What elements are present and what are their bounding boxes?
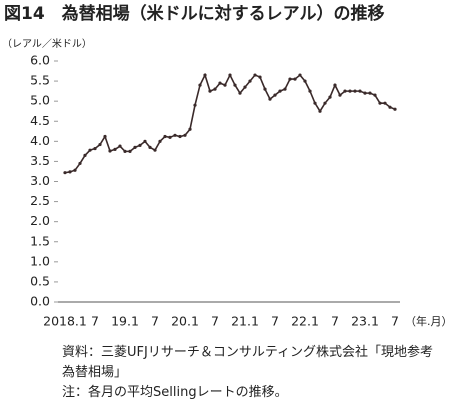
point xyxy=(183,133,187,137)
point xyxy=(273,93,277,97)
point xyxy=(143,139,147,143)
y-tick-label: 1.5 xyxy=(30,233,50,248)
y-tick-label: 4.0 xyxy=(30,133,50,148)
point xyxy=(303,79,307,83)
x-tick-label: 7 xyxy=(331,314,339,329)
point xyxy=(238,91,242,95)
x-axis-label: （年.月） xyxy=(405,314,450,328)
point xyxy=(268,97,272,101)
point xyxy=(98,142,102,147)
point xyxy=(328,95,332,99)
point xyxy=(78,161,82,166)
x-tick-label: 19.1 xyxy=(111,314,139,329)
x-tick-label: 22.1 xyxy=(291,314,319,329)
point xyxy=(223,83,227,87)
y-tick-label: 5.0 xyxy=(30,93,50,108)
point xyxy=(288,77,292,81)
point xyxy=(118,144,122,148)
y-tick-label: 2.5 xyxy=(30,193,50,208)
point xyxy=(228,73,232,77)
point xyxy=(293,77,297,81)
source: 資料：三菱UFJリサーチ＆コンサルティング株式会社「現地参考為替相場」 xyxy=(62,345,434,380)
y-tick-label: 0.0 xyxy=(30,294,50,309)
y-tick-label: 1.0 xyxy=(30,253,50,268)
point xyxy=(218,81,222,85)
point xyxy=(198,83,202,87)
y-axis-label: （レアル／米ドル） xyxy=(2,37,92,50)
y-tick-label: 3.0 xyxy=(30,173,50,188)
point xyxy=(213,87,217,91)
y-tick-label: 6.0 xyxy=(30,53,50,68)
point xyxy=(318,109,322,113)
point xyxy=(243,85,247,89)
point xyxy=(298,73,302,77)
point xyxy=(128,149,132,153)
point xyxy=(93,146,97,151)
x-tick-label: 23.1 xyxy=(351,314,379,329)
x-tick-label: 21.1 xyxy=(231,314,259,329)
point xyxy=(188,127,192,131)
point xyxy=(323,101,327,105)
point xyxy=(158,139,162,143)
point xyxy=(278,89,282,93)
point xyxy=(348,89,352,93)
point xyxy=(68,170,72,174)
point xyxy=(153,148,157,152)
point xyxy=(263,87,267,91)
point xyxy=(103,134,107,139)
point xyxy=(333,83,337,87)
point xyxy=(378,101,382,105)
chart-title: 図14 為替相場（米ドルに対するレアル）の推移 xyxy=(4,3,385,24)
y-tick-label: 4.5 xyxy=(30,113,50,128)
y-tick-label: 2.0 xyxy=(30,213,50,228)
point xyxy=(383,101,387,105)
x-tick-label: 7 xyxy=(91,314,99,329)
point xyxy=(73,168,77,172)
point xyxy=(173,133,177,137)
point xyxy=(168,135,172,139)
x-tick-label: 7 xyxy=(271,314,279,329)
x-tick-label: 7 xyxy=(151,314,159,329)
point xyxy=(248,79,252,83)
point xyxy=(123,149,127,153)
point xyxy=(178,134,182,139)
point xyxy=(373,93,377,97)
point xyxy=(193,103,197,107)
x-tick-label: 2018.1 xyxy=(43,314,87,329)
point xyxy=(338,93,342,97)
x-tick-label: 7 xyxy=(391,314,399,329)
point xyxy=(88,148,92,152)
point xyxy=(353,89,357,93)
point xyxy=(203,73,207,77)
point xyxy=(233,83,237,87)
point xyxy=(138,143,142,147)
point xyxy=(133,145,137,149)
point xyxy=(83,153,87,157)
point xyxy=(283,87,287,91)
note: 注：各月の平均Sellingレートの推移。 xyxy=(62,385,288,400)
point xyxy=(388,105,392,109)
chart: 図14 為替相場（米ドルに対するレアル）の推移 （レアル／米ドル） （年.月） … xyxy=(2,3,450,329)
point xyxy=(343,89,347,93)
y-tick-label: 5.5 xyxy=(30,73,50,88)
y-tick-label: 0.5 xyxy=(30,273,50,288)
point xyxy=(163,134,167,139)
point xyxy=(308,89,312,93)
point xyxy=(368,91,372,95)
point xyxy=(208,89,212,93)
x-tick-label: 20.1 xyxy=(171,314,199,329)
point xyxy=(108,149,112,153)
point xyxy=(393,107,397,111)
y-tick-label: 3.5 xyxy=(30,153,50,168)
point xyxy=(113,147,117,151)
point xyxy=(148,145,152,149)
point xyxy=(313,101,317,105)
point xyxy=(253,73,257,77)
point xyxy=(63,171,67,175)
x-tick-label: 7 xyxy=(211,314,219,329)
point xyxy=(258,75,262,79)
point xyxy=(363,91,367,95)
point xyxy=(358,89,362,93)
